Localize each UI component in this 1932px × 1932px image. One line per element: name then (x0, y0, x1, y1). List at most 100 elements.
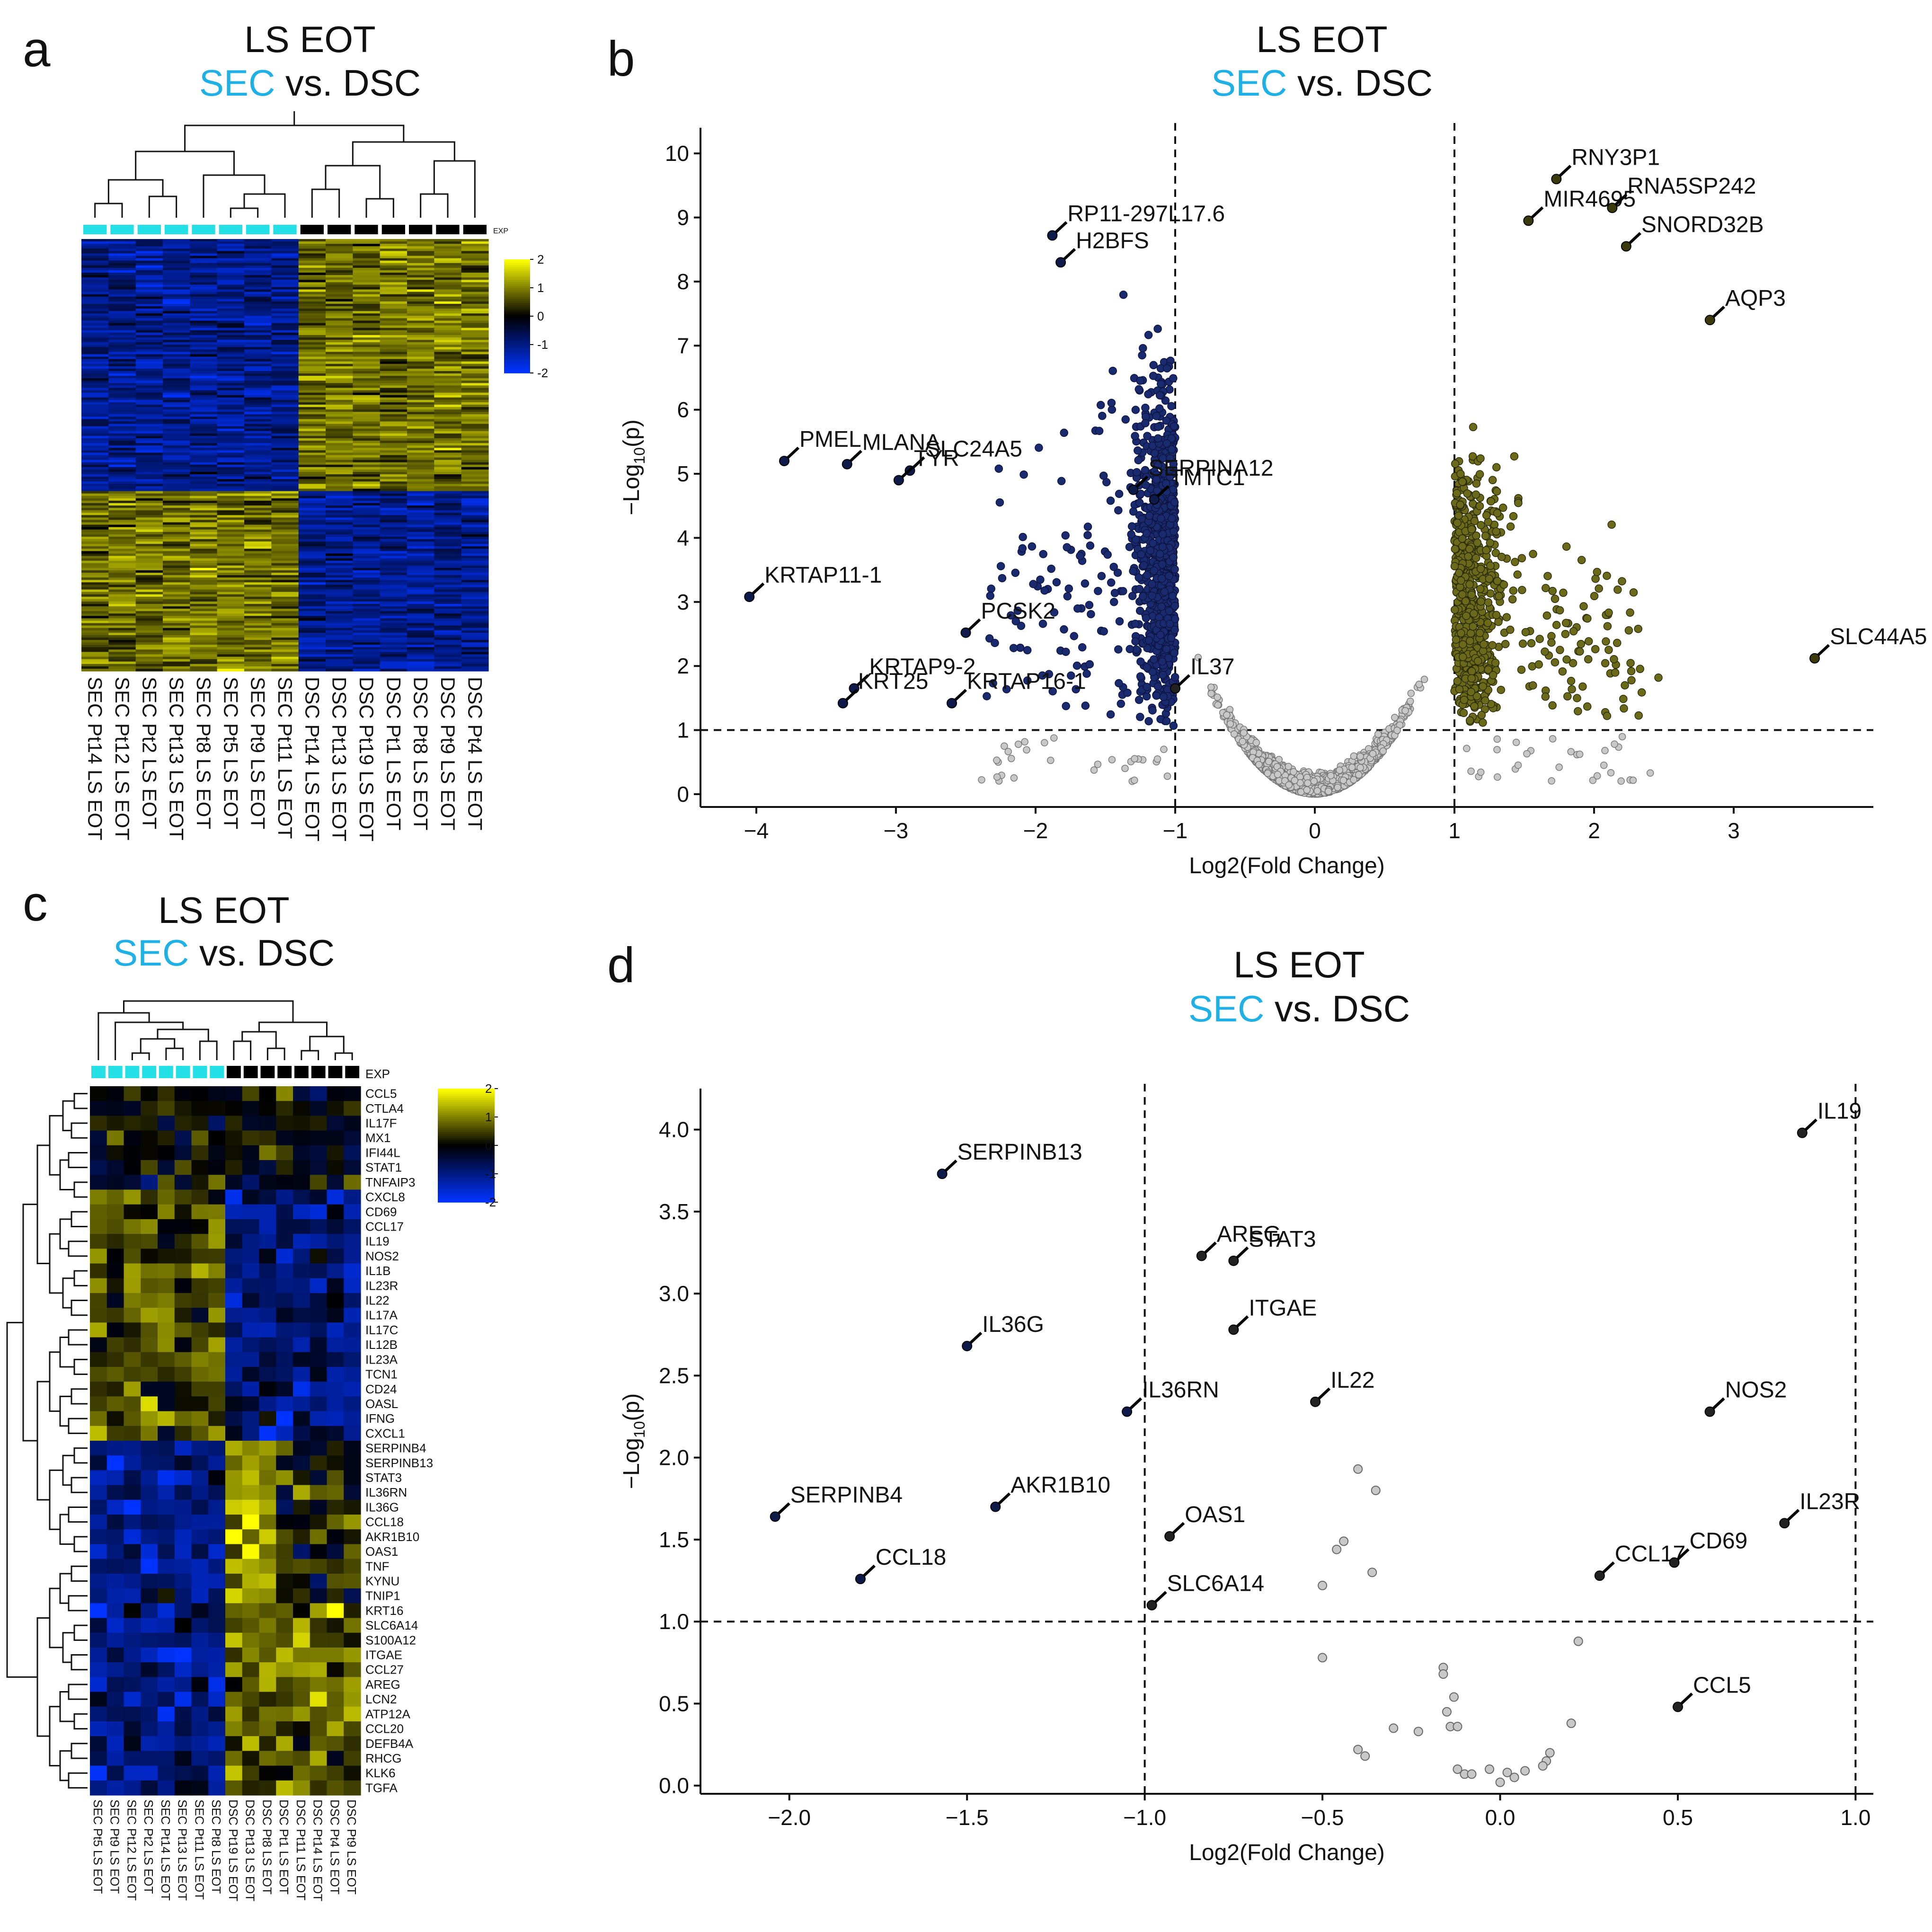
heatmap-cell (326, 273, 353, 275)
heatmap-cell (298, 467, 326, 470)
heatmap-cell (407, 496, 434, 499)
heatmap-cell (461, 452, 489, 456)
heatmap-cell (326, 645, 353, 647)
heatmap-cell (81, 383, 109, 386)
heatmap-cell (298, 649, 326, 653)
heatmap-cell (163, 481, 190, 484)
heatmap-cell (244, 462, 272, 465)
heatmap-cell (135, 414, 163, 417)
heatmap-cell (407, 666, 434, 669)
heatmap-cell (407, 467, 434, 470)
heatmap-cell (326, 570, 353, 573)
exp-cell (165, 225, 188, 234)
heatmap-cell (244, 594, 272, 597)
heatmap-cell (163, 385, 190, 389)
heatmap-cell (135, 337, 163, 340)
heatmap-cell (353, 474, 381, 477)
heatmap-cell (108, 337, 136, 340)
heatmap-cell (81, 654, 109, 657)
heatmap-cell (326, 335, 353, 338)
heatmap-cell (163, 613, 190, 616)
heatmap-cell (217, 652, 245, 655)
heatmap-cell (353, 340, 381, 343)
heatmap-cell (135, 587, 163, 590)
heatmap-cell (298, 445, 326, 448)
heatmap-cell (271, 366, 299, 369)
heatmap-cell (271, 589, 299, 593)
colorbar-step (504, 301, 530, 303)
heatmap-cell (326, 524, 353, 528)
heatmap-cell (81, 484, 109, 487)
heatmap-cell (163, 668, 190, 672)
heatmap-cell (108, 332, 136, 336)
heatmap-cell (353, 253, 381, 257)
heatmap-cell (217, 580, 245, 583)
heatmap-cell (163, 441, 190, 443)
heatmap-cell (326, 239, 353, 242)
heatmap-cell (271, 275, 299, 278)
heatmap-cell (190, 284, 218, 288)
heatmap-cell (353, 645, 381, 647)
heatmap-cell (81, 244, 109, 247)
heatmap-cell (163, 532, 190, 535)
heatmap-cell (190, 244, 218, 247)
heatmap-cell (271, 659, 299, 662)
heatmap-cell (380, 649, 408, 653)
heatmap-cell (271, 337, 299, 340)
heatmap-cell (407, 244, 434, 247)
heatmap-cell (434, 656, 462, 660)
heatmap-cell (326, 666, 353, 669)
heatmap-cell (108, 376, 136, 379)
heatmap-cell (163, 524, 190, 528)
heatmap-cell (326, 630, 353, 633)
heatmap-cell (108, 659, 136, 662)
heatmap-cell (271, 606, 299, 609)
heatmap-cell (81, 623, 109, 626)
heatmap-cell (298, 464, 326, 468)
heatmap-cell (108, 649, 136, 653)
heatmap-cell (271, 479, 299, 482)
heatmap-cell (461, 431, 489, 434)
heatmap-cell (298, 431, 326, 434)
heatmap-cell (461, 318, 489, 321)
heatmap-cell (461, 623, 489, 626)
heatmap-cell (271, 630, 299, 633)
heatmap-cell (108, 618, 136, 621)
heatmap-cell (407, 452, 434, 456)
heatmap-cell (190, 296, 218, 300)
heatmap-cell (244, 424, 272, 427)
heatmap-cell (271, 616, 299, 619)
heatmap-cell (461, 392, 489, 396)
heatmap-cell (407, 280, 434, 283)
heatmap-cell (244, 301, 272, 304)
heatmap-cell (244, 318, 272, 321)
panel-b: b LS EOT SEC vs. DSC −4 −3 −2 −1 0 1 2 30123456… (607, 18, 1927, 878)
heatmap-cell (271, 565, 299, 568)
heatmap-cell (380, 335, 408, 338)
heatmap-cell (190, 239, 218, 242)
heatmap-cell (434, 448, 462, 451)
heatmap-cell (434, 560, 462, 564)
heatmap-cell (407, 570, 434, 573)
heatmap-cell (163, 549, 190, 551)
colorbar-step (504, 280, 530, 283)
exp-cell (137, 225, 161, 234)
heatmap-cell (244, 486, 272, 489)
heatmap-cell (434, 244, 462, 247)
heatmap-cell (434, 419, 462, 422)
heatmap-cell (163, 623, 190, 626)
heatmap-cell (298, 666, 326, 669)
heatmap-cell (271, 256, 299, 259)
heatmap-cell (434, 620, 462, 624)
heatmap-cell (298, 383, 326, 386)
heatmap-cell (353, 551, 381, 554)
heatmap-cell (217, 253, 245, 257)
heatmap-cell (244, 399, 272, 403)
heatmap-cell (434, 251, 462, 254)
heatmap-cell (81, 435, 109, 439)
heatmap-cell (326, 599, 353, 602)
heatmap-cell (434, 486, 462, 489)
heatmap-cell (326, 397, 353, 400)
heatmap-cell (353, 649, 381, 653)
heatmap-cell (163, 628, 190, 631)
